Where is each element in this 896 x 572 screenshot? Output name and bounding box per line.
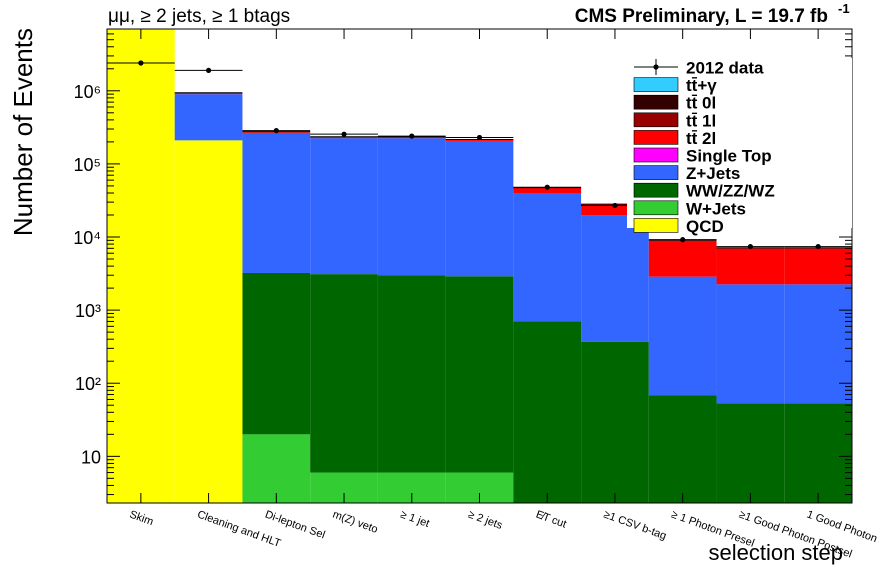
legend-swatch-1 <box>633 77 679 92</box>
bar-segment-3-6 <box>513 192 582 322</box>
bar-segment-3-3 <box>310 138 378 275</box>
data-point-6 <box>544 184 550 190</box>
data-point-5 <box>476 134 483 141</box>
legend-swatch-3 <box>633 112 679 128</box>
y-tick-label-0: 10 <box>81 447 101 467</box>
data-point-3 <box>341 131 347 137</box>
bar-segment-5-8 <box>648 240 717 277</box>
bar-segment-3-4 <box>377 138 446 276</box>
data-point-10 <box>815 243 821 250</box>
legend-swatch-2 <box>633 94 679 110</box>
bar-segment-2-6 <box>513 321 582 503</box>
x-tick-label-0: Skim <box>128 509 155 529</box>
y-axis-ticks: 10 10² 10³ 10⁴ 10⁵ 10⁶ <box>73 28 852 496</box>
bar-segment-2-10 <box>784 403 852 503</box>
legend-label-3: tt̄ 1l <box>686 111 716 130</box>
bar-segment-0-1 <box>174 140 243 503</box>
y-tick-label-2: 10³ <box>75 301 101 321</box>
bar-segment-5-5 <box>445 140 514 141</box>
bar-segment-5-10 <box>784 248 852 285</box>
bar-segment-3-1 <box>174 94 243 141</box>
bar-segment-5-9 <box>716 248 785 285</box>
bar-segment-2-5 <box>445 276 514 473</box>
x-tick-label-5: ≥ 2 jets <box>466 509 504 533</box>
legend-label-0: 2012 data <box>686 59 764 78</box>
legend-label-5: Single Top <box>686 147 772 166</box>
bar-segment-5-6 <box>513 187 582 193</box>
bar-segment-2-3 <box>310 274 378 473</box>
bar-segment-3-8 <box>648 276 717 396</box>
x-tick-label-4: ≥ 1 jet <box>399 509 431 530</box>
x-tick-label-6: E̸T cut <box>534 509 568 531</box>
data-point-7 <box>612 202 618 209</box>
bar-segment-5-7 <box>581 204 649 216</box>
legend-label-6: Z+Jets <box>686 164 740 183</box>
bar-segment-3-5 <box>445 140 514 277</box>
bar-segment-3-9 <box>716 284 785 404</box>
y-tick-label-5: 10⁶ <box>74 82 101 102</box>
legend-swatch-6 <box>633 165 679 180</box>
bar-segment-5-1 <box>174 93 243 95</box>
x-tick-label-3: m(Z) veto <box>331 509 379 536</box>
chart-title-right-superscript: -1 <box>838 1 850 16</box>
legend-swatch-9 <box>633 218 679 233</box>
legend-swatch-4 <box>633 130 679 145</box>
legend-label-4: tt̄ 2l <box>686 129 716 148</box>
legend-label-7: WW/ZZ/WZ <box>686 182 775 201</box>
bar-segment-2-4 <box>377 275 446 473</box>
legend-data-marker <box>653 64 659 70</box>
y-tick-label-4: 10⁵ <box>74 155 101 175</box>
data-point-1 <box>205 67 212 74</box>
y-tick-label-3: 10⁴ <box>73 228 101 248</box>
bar-segment-1-2 <box>242 434 311 503</box>
data-point-2 <box>273 128 279 134</box>
bar-segment-5-3 <box>310 137 378 139</box>
data-point-8 <box>680 237 686 243</box>
bar-segment-2-7 <box>581 341 649 503</box>
data-point-0 <box>138 60 144 66</box>
legend-label-9: QCD <box>686 217 724 236</box>
legend-swatch-5 <box>633 147 679 163</box>
data-point-4 <box>409 133 415 139</box>
chart-title-right: CMS Preliminary, L = 19.7 fb <box>575 6 828 27</box>
x-axis-label: selection step <box>708 540 843 565</box>
bar-segment-2-2 <box>242 272 311 435</box>
y-axis-label: Number of Events <box>8 28 38 236</box>
bar-segment-3-2 <box>242 132 311 273</box>
x-tick-label-7: ≥1 CSV b-tag <box>602 509 668 543</box>
legend-label-2: tt̄ 0l <box>686 94 716 113</box>
data-point-9 <box>747 243 754 250</box>
bar-segment-2-8 <box>648 395 717 503</box>
stacked-bars <box>107 28 852 503</box>
chart-title-left: μμ, ≥ 2 jets, ≥ 1 btags <box>108 6 290 27</box>
legend-label-8: W+Jets <box>686 199 746 218</box>
legend-swatch-7 <box>633 182 679 198</box>
y-tick-label-1: 10² <box>75 374 101 394</box>
bar-segment-2-9 <box>716 403 785 503</box>
bar-segment-0-0 <box>107 29 175 503</box>
legend-label-1: tt̄+γ <box>686 76 717 95</box>
bar-segment-3-10 <box>784 284 852 404</box>
legend-swatch-8 <box>633 200 679 216</box>
bar-segment-3-7 <box>581 215 649 342</box>
